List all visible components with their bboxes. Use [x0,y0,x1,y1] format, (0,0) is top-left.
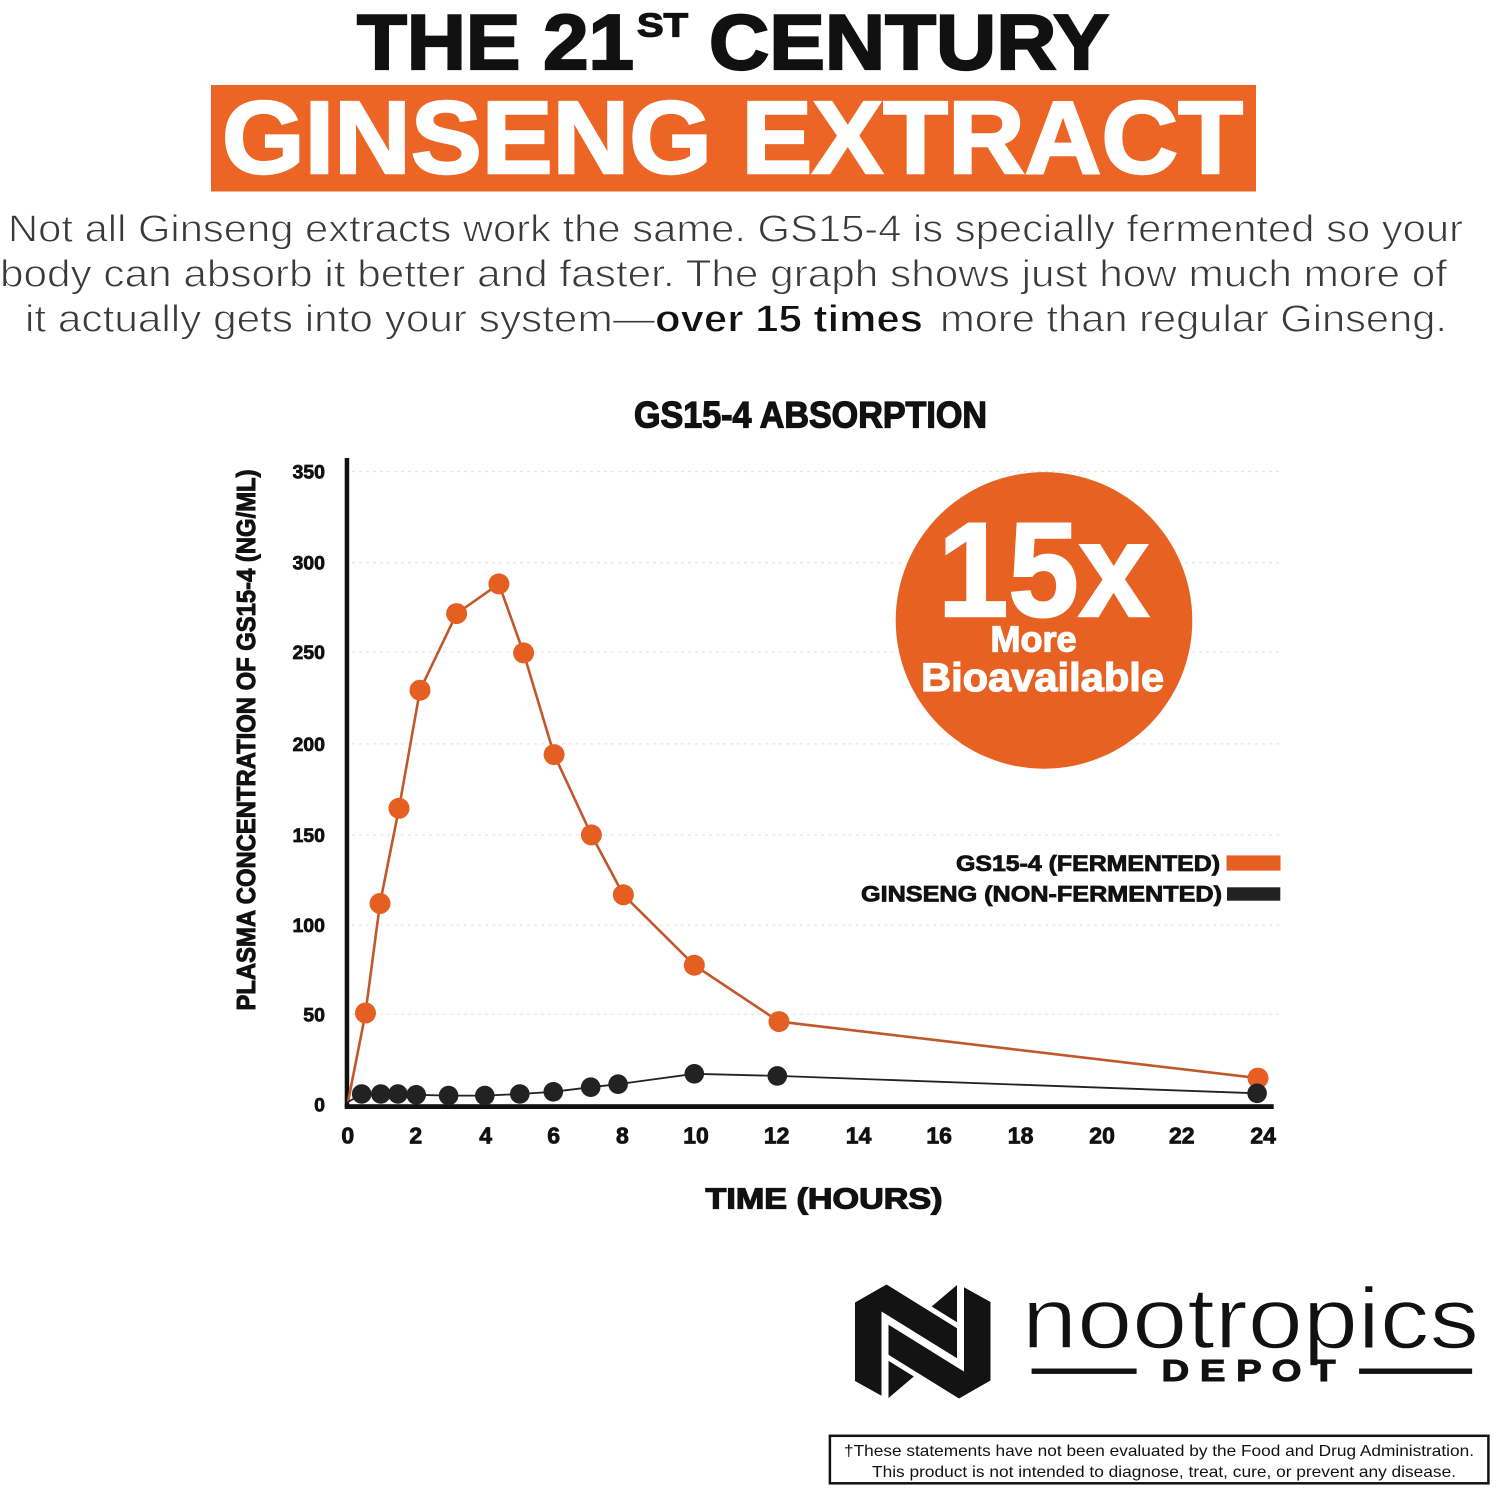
svg-text:over 15 times: over 15 times [655,299,923,341]
svg-text:8: 8 [616,1123,629,1149]
svg-text:14: 14 [846,1123,872,1149]
svg-text:50: 50 [303,1004,325,1026]
svg-text:GINSENG EXTRACT: GINSENG EXTRACT [222,80,1243,195]
svg-text:200: 200 [292,734,325,756]
svg-text:nootropics: nootropics [1022,1271,1479,1367]
svg-text:ST: ST [637,7,688,44]
svg-text:PLASMA CONCENTRATION OF GS15-4: PLASMA CONCENTRATION OF GS15-4 (NG/ML) [231,470,261,1011]
svg-text:body can absorb it better and: body can absorb it better and faster. Th… [0,254,1447,296]
svg-text:This product is not intended t: This product is not intended to diagnose… [872,1464,1456,1481]
svg-text:22: 22 [1169,1123,1195,1149]
svg-text:10: 10 [683,1123,709,1149]
svg-text:24: 24 [1250,1123,1276,1149]
svg-text:More: More [990,618,1076,659]
svg-text:CENTURY: CENTURY [709,0,1109,86]
svg-text:†These statements have not bee: †These statements have not been evaluate… [844,1443,1474,1460]
svg-text:100: 100 [292,915,325,937]
svg-text:350: 350 [292,462,325,484]
svg-text:Not all Ginseng extracts work: Not all Ginseng extracts work the same. … [8,209,1463,251]
svg-text:300: 300 [292,553,325,575]
svg-text:2: 2 [409,1123,422,1149]
svg-text:16: 16 [926,1123,952,1149]
svg-text:20: 20 [1089,1123,1115,1149]
svg-text:18: 18 [1008,1123,1034,1149]
svg-text:GINSENG (NON-FERMENTED): GINSENG (NON-FERMENTED) [861,882,1222,907]
svg-text:more than regular Ginseng.: more than regular Ginseng. [940,299,1447,341]
svg-text:0: 0 [341,1123,354,1149]
svg-text:Bioavailable: Bioavailable [921,656,1164,700]
svg-text:D E P O T: D E P O T [1162,1353,1336,1388]
svg-text:6: 6 [547,1123,560,1149]
svg-text:0: 0 [314,1094,325,1116]
svg-text:GS15-4 ABSORPTION: GS15-4 ABSORPTION [634,395,987,436]
svg-text:15x: 15x [938,496,1149,645]
svg-text:it actually gets into your sys: it actually gets into your system— [25,299,655,341]
svg-text:TIME (HOURS): TIME (HOURS) [706,1184,943,1216]
svg-text:250: 250 [292,642,325,664]
svg-text:150: 150 [292,825,325,847]
svg-text:4: 4 [479,1123,492,1149]
svg-text:THE 21: THE 21 [357,0,634,86]
svg-text:GS15-4 (FERMENTED): GS15-4 (FERMENTED) [956,851,1220,876]
svg-text:12: 12 [764,1123,790,1149]
